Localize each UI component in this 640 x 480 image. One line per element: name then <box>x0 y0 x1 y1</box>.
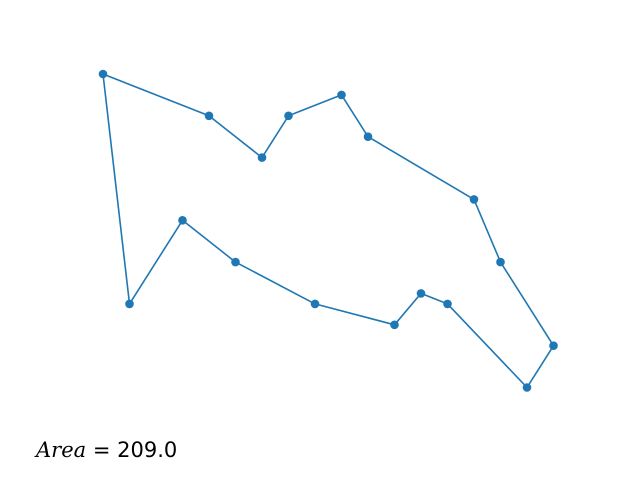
vertex-point-17 <box>125 299 134 309</box>
polygon-vertices <box>98 69 558 392</box>
area-variable: Area <box>36 438 87 462</box>
vertex-point-2 <box>204 111 214 121</box>
vertex-point-12 <box>416 289 426 298</box>
vertex-point-10 <box>522 383 532 392</box>
vertex-point-7 <box>469 195 479 204</box>
vertex-point-8 <box>496 257 505 267</box>
vertex-point-4 <box>284 111 293 121</box>
polygon-outline <box>102 73 555 389</box>
vertex-point-14 <box>310 299 320 309</box>
area-annotation: Area = 209.0 <box>36 438 177 462</box>
vertex-point-3 <box>257 153 267 162</box>
vertex-point-16 <box>178 216 187 225</box>
area-value: 209.0 <box>117 438 178 462</box>
vertex-point-13 <box>390 320 399 330</box>
area-equals: = <box>92 438 111 462</box>
vertex-point-15 <box>231 257 240 267</box>
vertex-point-1 <box>98 69 108 79</box>
vertex-point-6 <box>363 132 373 141</box>
vertex-point-5 <box>337 90 346 100</box>
vertex-point-9 <box>549 341 558 351</box>
vertex-point-11 <box>443 299 452 309</box>
